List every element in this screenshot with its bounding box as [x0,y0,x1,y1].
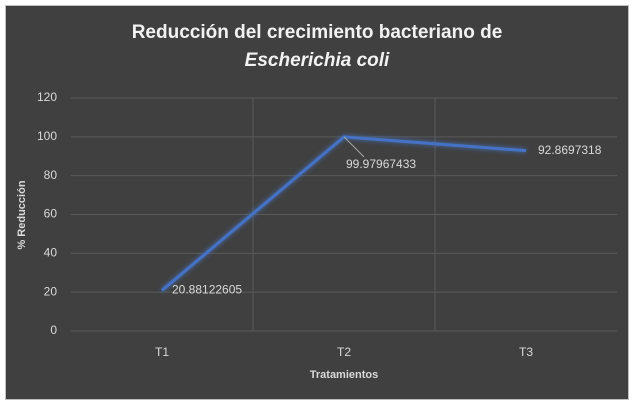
y-tick-label: 40 [44,246,58,260]
y-tick-label: 120 [37,90,57,104]
data-label: 20.88122605 [172,283,242,297]
chart-background [5,5,629,400]
x-axis-title: Tratamientos [310,369,378,381]
chart-title-italic: Escherichia coli [245,50,390,71]
y-tick-label: 20 [44,284,58,298]
data-label: 99.97967433 [346,157,416,171]
y-tick-label: 80 [44,168,58,182]
data-label: 92.8697318 [538,143,602,157]
x-tick-label: T2 [337,345,351,359]
y-axis-title: % Reducción [16,180,28,249]
x-tick-label: T3 [519,345,533,359]
x-tick-label: T1 [155,345,169,359]
chart-title: Reducción del crecimiento bacteriano de [132,22,503,43]
leader-line [343,136,365,158]
y-tick-label: 60 [44,207,58,221]
y-tick-label: 0 [50,323,57,337]
y-tick-label: 100 [37,129,57,143]
